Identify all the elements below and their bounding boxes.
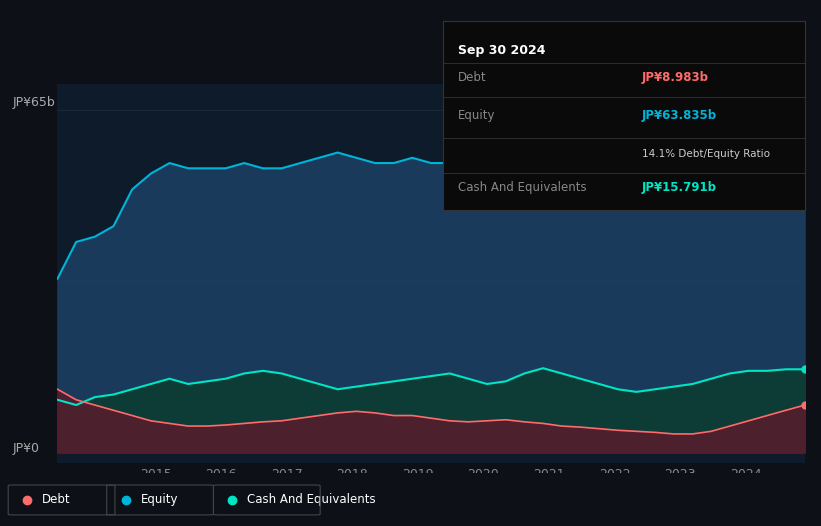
- Text: Cash And Equivalents: Cash And Equivalents: [458, 181, 586, 194]
- Text: JP¥63.835b: JP¥63.835b: [642, 109, 718, 122]
- Text: Debt: Debt: [42, 493, 71, 506]
- Text: JP¥65b: JP¥65b: [12, 96, 55, 108]
- Text: Equity: Equity: [458, 109, 495, 122]
- Text: Cash And Equivalents: Cash And Equivalents: [247, 493, 376, 506]
- Text: JP¥15.791b: JP¥15.791b: [642, 181, 717, 194]
- Text: Debt: Debt: [458, 72, 486, 84]
- Text: Sep 30 2024: Sep 30 2024: [458, 44, 545, 57]
- Text: 14.1% Debt/Equity Ratio: 14.1% Debt/Equity Ratio: [642, 148, 770, 159]
- Text: JP¥8.983b: JP¥8.983b: [642, 72, 709, 84]
- Text: JP¥0: JP¥0: [12, 442, 39, 456]
- Text: Equity: Equity: [140, 493, 178, 506]
